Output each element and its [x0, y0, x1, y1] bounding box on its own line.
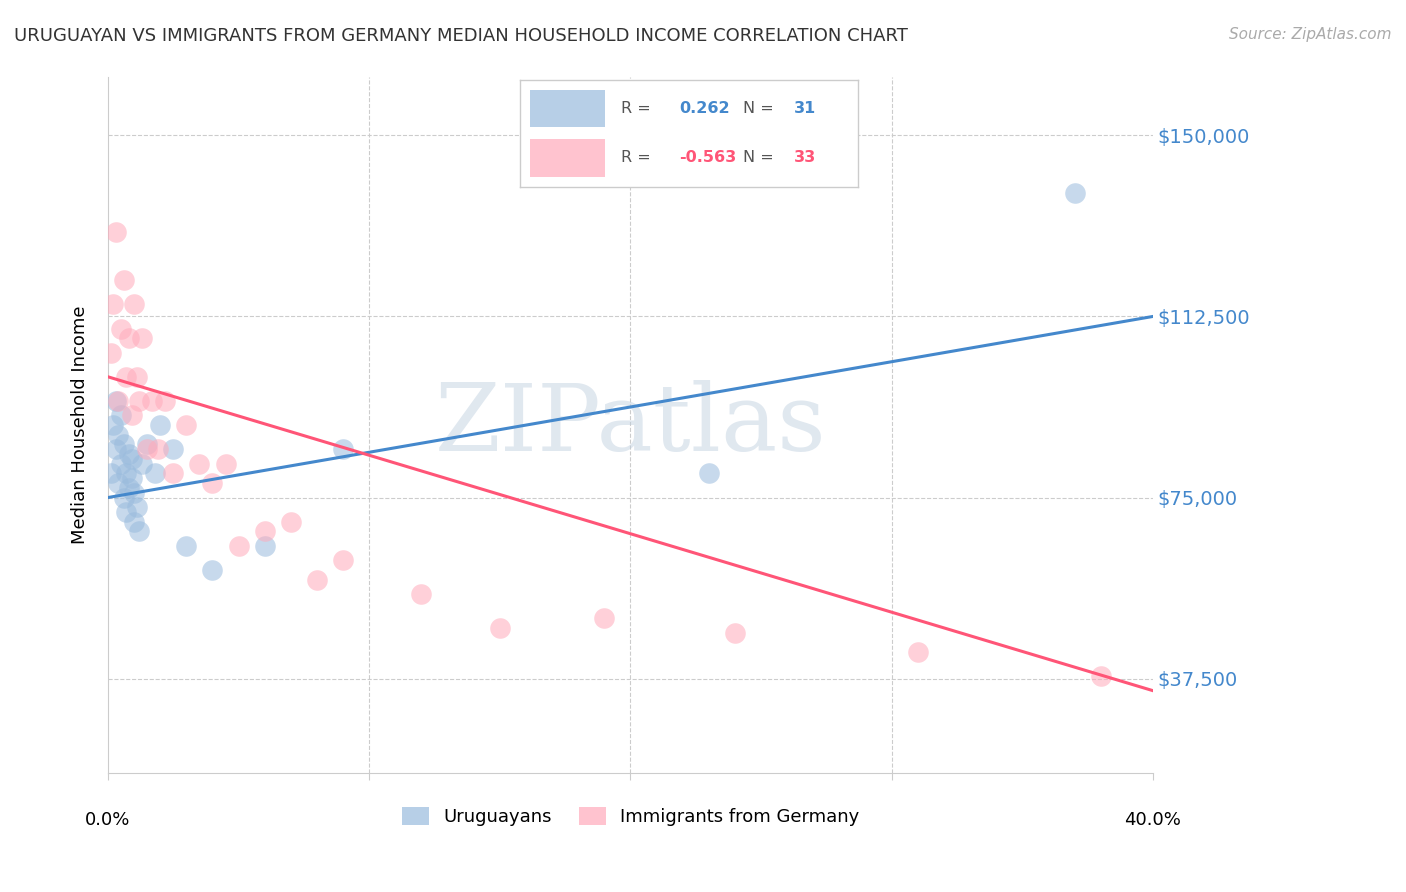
- Point: [305, 573, 328, 587]
- Point: [107, 427, 129, 442]
- Point: [118, 447, 141, 461]
- Point: [118, 481, 141, 495]
- Point: [176, 539, 198, 553]
- Point: [121, 409, 143, 423]
- Point: [1063, 186, 1085, 201]
- Point: [489, 621, 512, 635]
- Text: 33: 33: [793, 150, 815, 165]
- Point: [1090, 669, 1112, 683]
- Point: [121, 471, 143, 485]
- Point: [214, 457, 236, 471]
- Point: [332, 553, 354, 567]
- Point: [118, 331, 141, 345]
- Point: [162, 467, 184, 481]
- Text: 0.0%: 0.0%: [86, 812, 131, 830]
- Text: 40.0%: 40.0%: [1125, 812, 1181, 830]
- Point: [103, 297, 125, 311]
- Point: [141, 393, 163, 408]
- Point: [697, 467, 720, 481]
- Point: [104, 225, 127, 239]
- Point: [411, 587, 433, 601]
- Point: [253, 524, 276, 539]
- Point: [131, 457, 153, 471]
- Point: [112, 437, 135, 451]
- Point: [107, 476, 129, 491]
- Point: [121, 451, 143, 466]
- Point: [136, 442, 159, 457]
- Point: [112, 273, 135, 287]
- Point: [332, 442, 354, 457]
- Point: [122, 515, 145, 529]
- Point: [724, 625, 747, 640]
- Point: [188, 457, 211, 471]
- Point: [143, 467, 166, 481]
- Point: [122, 485, 145, 500]
- Text: Source: ZipAtlas.com: Source: ZipAtlas.com: [1229, 27, 1392, 42]
- Point: [125, 500, 148, 515]
- Bar: [530, 90, 605, 128]
- Point: [110, 409, 132, 423]
- Point: [128, 393, 150, 408]
- Point: [201, 476, 224, 491]
- Point: [593, 611, 616, 625]
- Legend: Uruguayans, Immigrants from Germany: Uruguayans, Immigrants from Germany: [394, 799, 866, 833]
- Point: [136, 437, 159, 451]
- Point: [112, 491, 135, 505]
- Point: [110, 321, 132, 335]
- Point: [155, 393, 177, 408]
- Text: N =: N =: [742, 150, 773, 165]
- Point: [122, 297, 145, 311]
- Point: [107, 393, 129, 408]
- Point: [104, 442, 127, 457]
- Text: R =: R =: [621, 150, 651, 165]
- Text: R =: R =: [621, 101, 651, 116]
- Point: [115, 467, 138, 481]
- Point: [228, 539, 250, 553]
- Point: [110, 457, 132, 471]
- Text: URUGUAYAN VS IMMIGRANTS FROM GERMANY MEDIAN HOUSEHOLD INCOME CORRELATION CHART: URUGUAYAN VS IMMIGRANTS FROM GERMANY MED…: [14, 27, 908, 45]
- Text: -0.563: -0.563: [679, 150, 737, 165]
- Point: [103, 418, 125, 433]
- Bar: [530, 139, 605, 177]
- Point: [131, 331, 153, 345]
- Point: [115, 505, 138, 519]
- Text: 31: 31: [793, 101, 815, 116]
- Point: [100, 467, 122, 481]
- Point: [128, 524, 150, 539]
- Point: [100, 345, 122, 359]
- Point: [201, 563, 224, 577]
- Text: N =: N =: [742, 101, 773, 116]
- Point: [176, 418, 198, 433]
- Point: [162, 442, 184, 457]
- Point: [125, 369, 148, 384]
- Point: [115, 369, 138, 384]
- Point: [907, 645, 929, 659]
- Point: [104, 393, 127, 408]
- Point: [280, 515, 302, 529]
- Y-axis label: Median Household Income: Median Household Income: [72, 306, 89, 544]
- Point: [149, 418, 172, 433]
- Point: [253, 539, 276, 553]
- Text: 0.262: 0.262: [679, 101, 730, 116]
- Text: ZIPatlas: ZIPatlas: [434, 380, 827, 470]
- Point: [146, 442, 169, 457]
